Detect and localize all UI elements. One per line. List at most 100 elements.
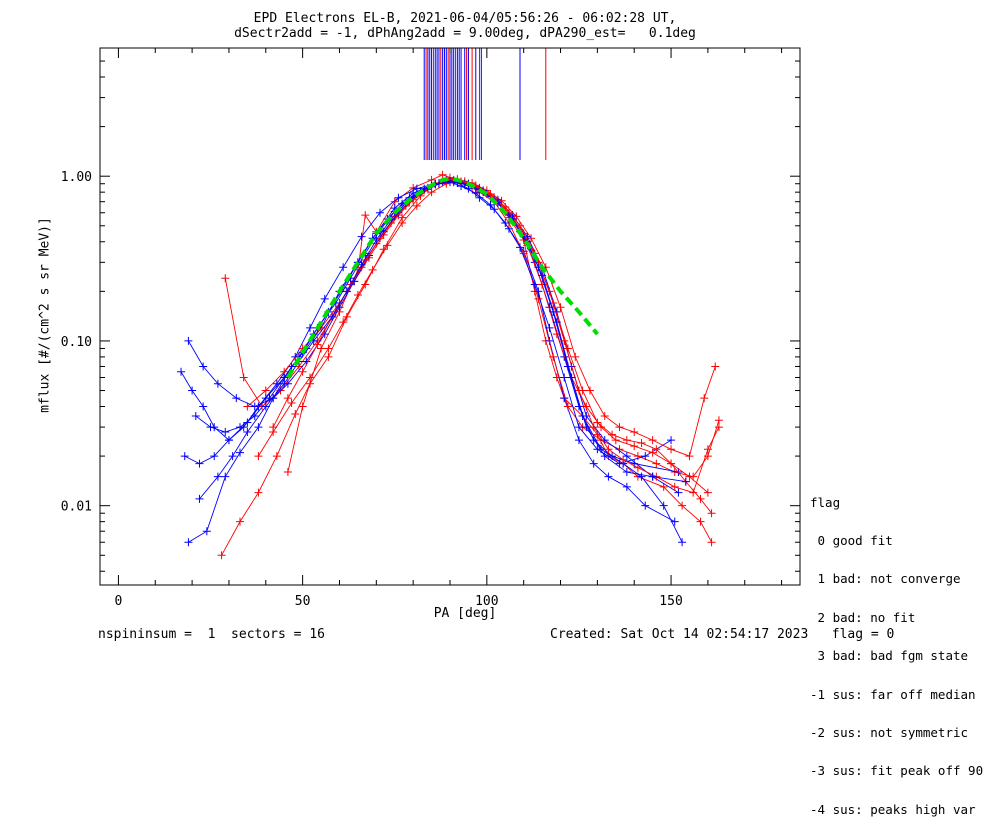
data-point [563, 402, 572, 411]
data-point [696, 517, 705, 526]
data-point [298, 402, 307, 411]
data-point [604, 472, 613, 481]
data-point [703, 488, 712, 497]
series-line [247, 178, 716, 457]
x-tick-label: 150 [659, 594, 682, 609]
legend-item: -3 sus: fit peak off 90 [810, 763, 984, 779]
chart-title-line1: EPD Electrons EL-B, 2021-06-04/05:56:26 … [253, 11, 677, 26]
x-axis-label: PA [deg] [433, 606, 497, 621]
data-point [574, 386, 583, 395]
data-point [213, 379, 222, 388]
data-point [202, 527, 211, 536]
data-point [582, 423, 591, 432]
legend-item: 3 bad: bad fgm state [810, 648, 969, 664]
data-point [398, 218, 407, 227]
series-layer [177, 170, 723, 560]
data-point [394, 193, 403, 202]
data-point [339, 263, 348, 272]
data-point [438, 170, 447, 179]
data-point [589, 423, 598, 432]
data-point [630, 459, 639, 468]
data-point [556, 303, 565, 312]
data-point [563, 344, 572, 353]
data-point [630, 428, 639, 437]
data-point [261, 402, 270, 411]
data-point [608, 430, 617, 439]
data-point [574, 423, 583, 432]
data-point [180, 452, 189, 461]
data-point [298, 367, 307, 376]
data-point [648, 436, 657, 445]
data-point [353, 291, 362, 300]
data-point [195, 494, 204, 503]
data-point [674, 488, 683, 497]
data-point [667, 459, 676, 468]
data-point [670, 482, 679, 491]
series-line [195, 180, 679, 473]
x-tick-label: 100 [475, 594, 498, 609]
data-point [188, 386, 197, 395]
data-point [191, 412, 200, 421]
data-point [243, 402, 252, 411]
data-point [313, 340, 322, 349]
data-point [210, 452, 219, 461]
data-point [213, 472, 222, 481]
data-point [254, 488, 263, 497]
data-point [177, 367, 186, 376]
data-point [652, 459, 661, 468]
data-point [681, 477, 690, 486]
data-point [667, 445, 676, 454]
data-point [689, 488, 698, 497]
legend-item: 2 bad: no fit [810, 609, 916, 625]
data-point [291, 410, 300, 419]
data-point [648, 448, 657, 457]
data-point [667, 436, 676, 445]
data-point [552, 318, 561, 327]
data-point [357, 232, 366, 241]
data-point [306, 373, 314, 382]
data-point [633, 463, 642, 472]
data-point [619, 455, 628, 464]
data-point [622, 482, 631, 491]
data-point [412, 201, 421, 210]
data-point [530, 280, 539, 289]
data-point [597, 445, 606, 454]
data-point [696, 494, 705, 503]
data-point [228, 452, 237, 461]
data-point [283, 468, 292, 477]
data-point [368, 265, 377, 274]
data-point [243, 418, 252, 427]
data-point [545, 323, 554, 332]
peak-markers-layer [423, 48, 547, 160]
series-line [188, 180, 675, 543]
data-point [254, 423, 263, 432]
data-point [342, 312, 351, 321]
series-line [199, 180, 683, 543]
legend-title: flag [810, 494, 841, 510]
data-point [254, 452, 263, 461]
data-point [269, 428, 278, 437]
data-point [306, 323, 314, 332]
series-line [272, 179, 712, 514]
data-point [574, 436, 583, 445]
data-point [239, 373, 248, 382]
chart-title-line2: dSectr2add = -1, dPhAng2add = 9.00deg, d… [234, 26, 696, 41]
data-point [622, 436, 631, 445]
data-point [622, 468, 631, 477]
data-point [199, 402, 208, 411]
data-point [420, 184, 429, 193]
data-point [637, 439, 646, 448]
tick-layer: 0 50 100 150 0.01 0.10 1.00 [61, 47, 800, 609]
data-point [685, 452, 694, 461]
fit-curve [286, 176, 599, 379]
data-point [622, 452, 631, 461]
data-point [361, 211, 370, 220]
data-point [232, 394, 241, 403]
data-point [427, 188, 436, 197]
data-point [593, 418, 602, 427]
y-axis-label: mflux [#/(cm^2 s sr MeV)] [37, 217, 53, 413]
pa-distribution-chart: 0 50 100 150 0.01 0.10 1.00 [61, 47, 801, 609]
data-point [486, 200, 495, 209]
data-point [615, 423, 624, 432]
data-point [236, 448, 244, 457]
